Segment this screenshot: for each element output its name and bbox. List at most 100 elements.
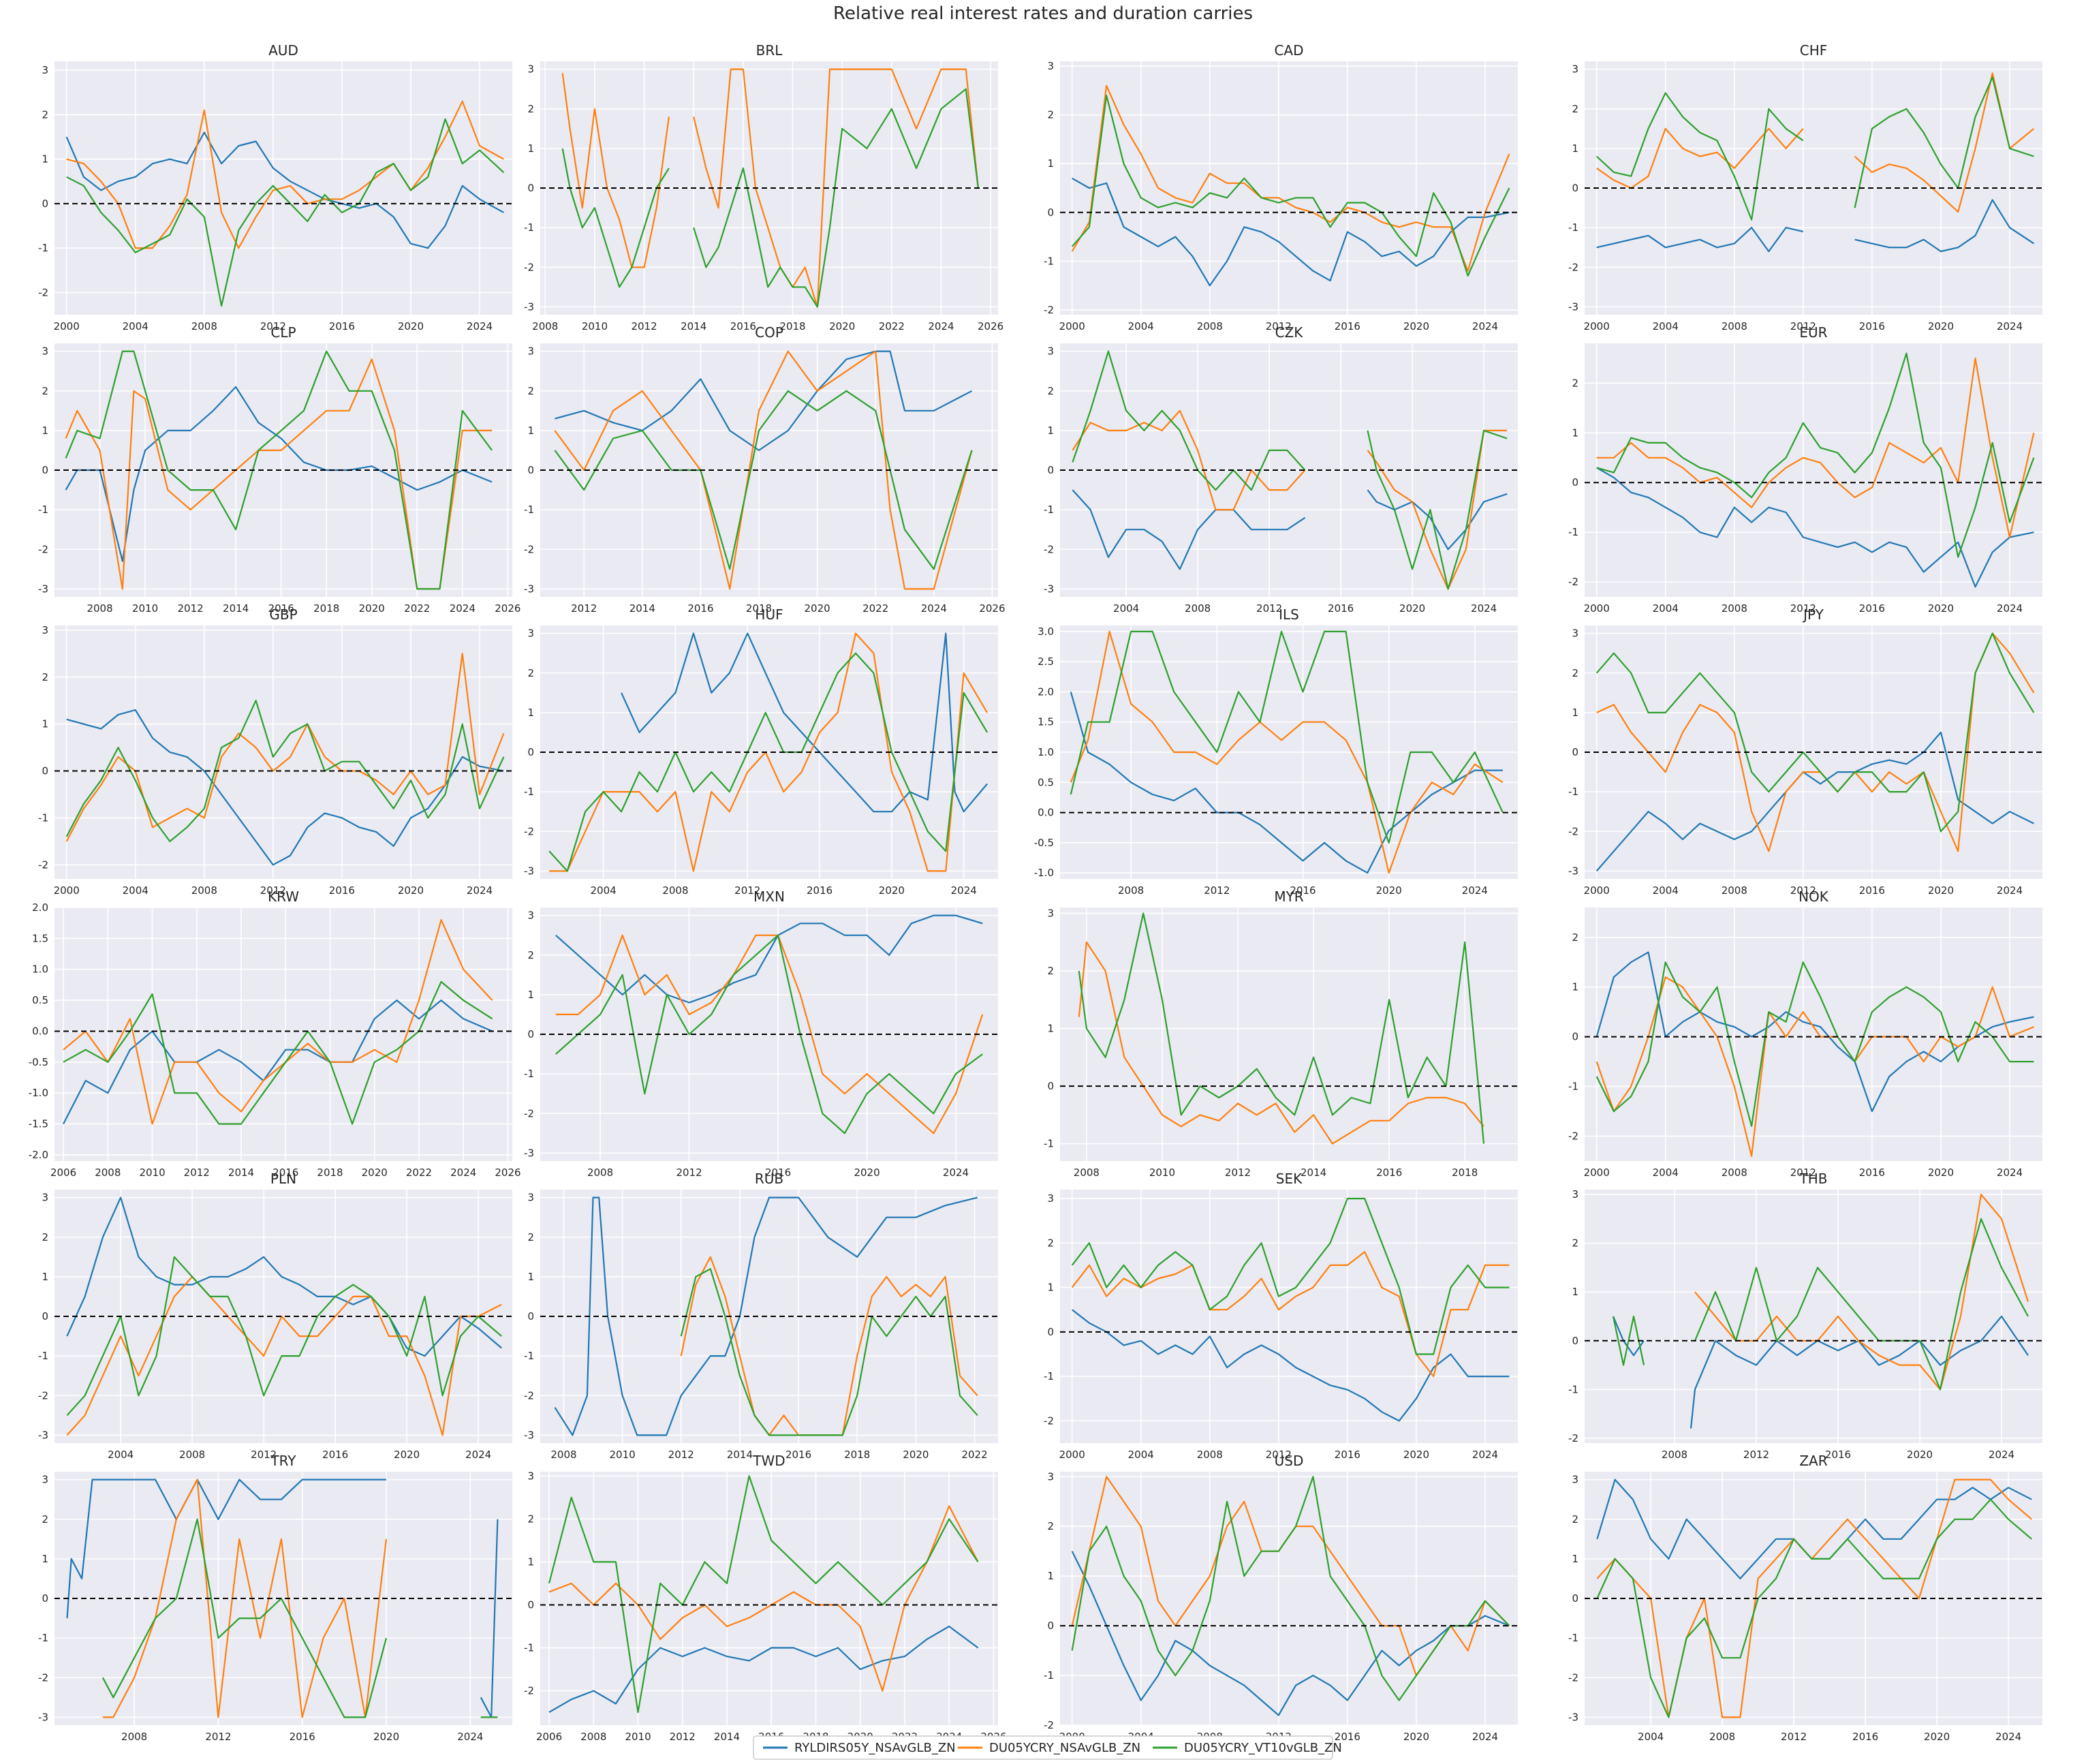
x-tick-label: 2010 [132, 602, 158, 615]
y-tick-label: 1 [1047, 1282, 1054, 1294]
x-tick-label: 2008 [550, 1449, 576, 1461]
series-line-du05ycry-vt10vglb-zn [1078, 912, 1485, 1144]
x-tick-label: 2024 [457, 1731, 483, 1743]
panel-clp: CLP 2008 2010 2012 2014 2016 2018 2020 2022 2024 2… [38, 324, 520, 615]
series-line-du05ycry-nsavglb-zn [1071, 84, 1510, 272]
x-tick-label: 2004 [591, 884, 617, 897]
x-tick-label: 2016 [1335, 320, 1360, 332]
panel-eur: EUR 2000 2004 2008 2012 2016 2020 2024 -2 -1 0 1 2 [1568, 324, 2042, 615]
y-tick-label: -3 [1568, 865, 1578, 877]
y-tick-label: 3 [1047, 1470, 1054, 1483]
x-tick-label: 2020 [1928, 602, 1954, 615]
y-tick-label: 2 [42, 385, 48, 397]
x-tick-label: 2010 [1149, 1166, 1175, 1179]
panel-nok: NOK 2000 2004 2008 2012 2016 2020 2024 -2 -1 0 1 2 [1568, 888, 2042, 1179]
x-tick-label: 2024 [465, 1449, 491, 1461]
panel-title: JPY [1802, 606, 1824, 623]
y-tick-label: 1 [1047, 424, 1054, 437]
x-tick-label: 2008 [1185, 602, 1211, 615]
x-tick-label: 2020 [1928, 1166, 1954, 1179]
x-tick-label: 2012 [670, 1731, 696, 1743]
y-tick-label: -2 [38, 286, 48, 298]
x-tick-label: 2000 [1584, 320, 1610, 332]
y-tick-label: 1 [1572, 427, 1578, 439]
y-tick-label: 1 [42, 153, 48, 166]
x-tick-label: 2016 [730, 320, 756, 332]
y-tick-label: 0 [42, 1310, 48, 1322]
y-tick-label: -2 [1568, 576, 1578, 588]
x-tick-label: 2024 [928, 320, 954, 332]
x-tick-label: 2004 [1653, 884, 1679, 897]
x-tick-label: 2010 [610, 1449, 636, 1461]
y-tick-label: 0 [1572, 1031, 1578, 1043]
x-tick-label: 2012 [1790, 1166, 1816, 1179]
x-tick-label: 2016 [1859, 1166, 1885, 1179]
x-tick-label: 2012 [1266, 320, 1292, 332]
y-tick-label: -1.5 [29, 1118, 48, 1130]
x-tick-label: 2016 [329, 884, 355, 897]
x-tick-label: 2024 [1997, 1166, 2023, 1179]
y-tick-label: 1 [527, 1271, 534, 1283]
y-tick-label: 0 [42, 464, 48, 476]
x-tick-label: 2020 [394, 1449, 420, 1461]
x-tick-label: 2012 [668, 1449, 694, 1461]
y-tick-label: 3 [1572, 1474, 1578, 1486]
series-line-du05ycry-vt10vglb-zn [680, 1268, 978, 1436]
x-tick-label: 2016 [687, 602, 713, 615]
y-tick-label: 3 [1047, 1192, 1054, 1205]
panel-krw: KRW 2006 2008 2010 2012 2014 2016 2018 2020 2022 2… [29, 888, 521, 1179]
y-tick-label: 2 [1047, 385, 1054, 397]
y-tick-label: 3 [527, 63, 534, 76]
y-tick-label: 1 [42, 1553, 48, 1565]
panel-try: TRY 2008 2012 2016 2020 2024 -3 -2 -1 0 1 2 3 [38, 1453, 512, 1743]
legend-label: DU05YCRY_NSAvGLB_ZN [989, 1741, 1140, 1755]
series-line-du05ycry-vt10vglb-zn [1071, 95, 1510, 277]
x-tick-label: 2024 [1471, 602, 1497, 615]
y-tick-label: 2 [527, 667, 534, 679]
x-tick-label: 2024 [1997, 602, 2023, 615]
y-tick-label: 2 [42, 1513, 48, 1526]
series-line-du05ycry-vt10vglb-zn [1072, 350, 1508, 590]
y-tick-label: -2 [1568, 825, 1578, 837]
x-tick-label: 2006 [50, 1166, 76, 1179]
x-tick-label: 2024 [1472, 320, 1498, 332]
y-tick-label: -3 [524, 583, 534, 595]
series-line-ryldirs05y-nsavglb-zn [65, 386, 493, 562]
panel-cad: CAD 2000 2004 2008 2012 2016 2020 2024 -2 -1 0 1 2 3 [1044, 42, 1518, 332]
x-tick-label: 2012 [251, 1449, 277, 1461]
series-line-du05ycry-vt10vglb-zn [1071, 1476, 1510, 1701]
y-tick-label: -1 [38, 1350, 48, 1362]
y-tick-label: 1 [527, 142, 534, 155]
x-tick-label: 2016 [807, 884, 832, 897]
x-tick-label: 2024 [1995, 1731, 2021, 1743]
x-tick-label: 2000 [1059, 1449, 1085, 1461]
y-tick-label: -1 [1044, 1370, 1054, 1382]
y-tick-label: 2 [527, 103, 534, 115]
series-line-du05ycry-nsavglb-zn [555, 934, 984, 1134]
x-tick-label: 2004 [1128, 1449, 1154, 1461]
x-tick-label: 2012 [1790, 884, 1816, 897]
x-tick-label: 2020 [1907, 1449, 1933, 1461]
x-tick-label: 2004 [108, 1449, 134, 1461]
y-tick-label: -1 [38, 242, 48, 254]
y-tick-label: -3 [524, 865, 534, 877]
x-tick-label: 2024 [450, 602, 476, 615]
x-tick-label: 2010 [625, 1731, 651, 1743]
y-tick-label: 3.0 [1038, 625, 1054, 638]
y-tick-label: -1 [1568, 1081, 1578, 1093]
y-tick-label: -1 [1568, 1383, 1578, 1395]
y-tick-label: 0 [1572, 476, 1578, 489]
y-tick-label: -2 [38, 543, 48, 555]
panel-title: CLP [270, 324, 296, 341]
panel-background [1060, 1190, 1518, 1443]
legend-frame [753, 1735, 1333, 1760]
series-line-du05ycry-nsavglb-zn [65, 653, 505, 842]
x-tick-label: 2016 [1335, 1449, 1360, 1461]
panel-background [1060, 61, 1518, 315]
x-tick-label: 2022 [862, 602, 888, 615]
x-tick-label: 2020 [1924, 1731, 1950, 1743]
panel-background [1060, 908, 1518, 1161]
y-tick-label: 1 [1572, 981, 1578, 993]
x-tick-label: 2008 [1197, 1449, 1223, 1461]
